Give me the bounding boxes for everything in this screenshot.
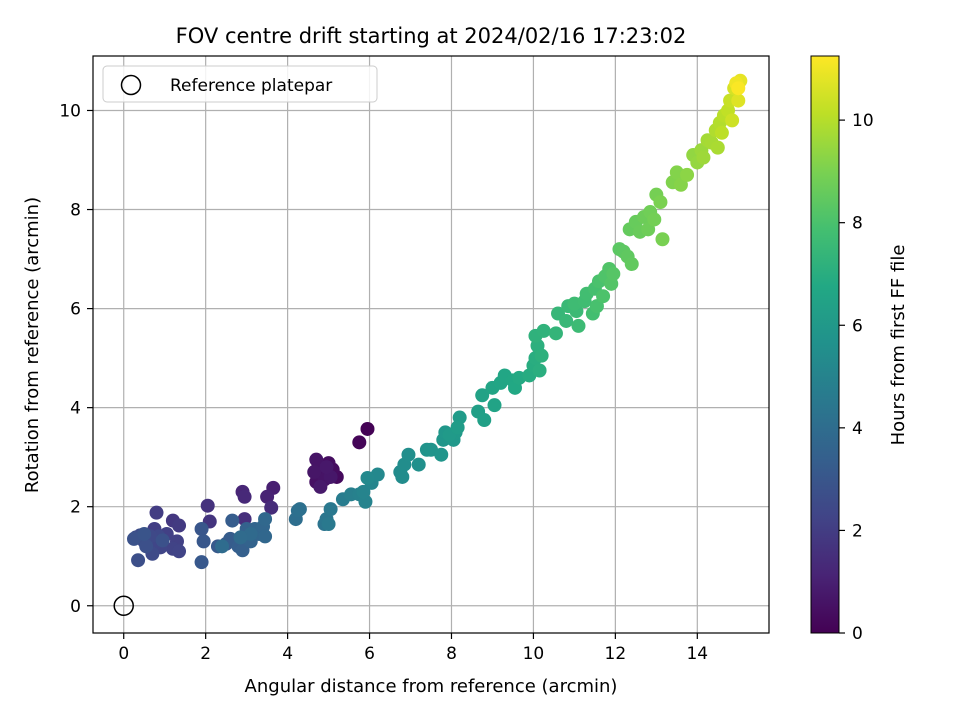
data-point: [155, 533, 170, 548]
data-point: [647, 212, 662, 227]
plot-frame: [92, 55, 770, 634]
data-point: [258, 512, 273, 527]
x-tick-label: 0: [118, 644, 129, 664]
legend-marker: [120, 74, 142, 96]
colorbar-tick-label: 6: [852, 316, 863, 336]
data-point: [233, 530, 248, 545]
data-point: [395, 469, 410, 484]
data-point: [475, 388, 490, 403]
data-point: [235, 543, 250, 558]
data-point: [571, 318, 586, 333]
scatter-points: [126, 73, 748, 570]
data-point: [139, 539, 154, 554]
data-point: [194, 521, 209, 536]
data-point: [450, 420, 465, 435]
data-point: [258, 529, 273, 544]
data-point: [313, 479, 328, 494]
data-point: [655, 232, 670, 247]
colorbar-tick-label: 10: [852, 111, 874, 131]
data-point: [534, 348, 549, 363]
y-axis-ticks: 0 2 4 6 8 10: [59, 101, 93, 617]
data-point: [292, 502, 307, 517]
data-point: [731, 81, 746, 96]
data-point: [401, 447, 416, 462]
data-point: [356, 484, 371, 499]
x-axis-label: Angular distance from reference (arcmin): [245, 676, 618, 697]
data-point: [559, 313, 574, 328]
colorbar-tick-label: 8: [852, 214, 863, 234]
x-axis-ticks: 0 2 4 6 8 10 12 14: [118, 633, 708, 664]
data-point: [200, 498, 215, 513]
legend: Reference platepar: [102, 65, 378, 103]
data-point: [714, 125, 729, 140]
data-point: [264, 500, 279, 515]
data-point: [360, 470, 375, 485]
data-point: [360, 421, 375, 436]
x-tick-label: 14: [686, 644, 708, 664]
x-tick-label: 8: [446, 644, 457, 664]
chart-title: FOV centre drift starting at 2024/02/16 …: [176, 24, 687, 48]
data-point: [225, 513, 240, 528]
colorbar-ticks: 0 2 4 6 8 10: [839, 111, 874, 644]
data-point: [477, 413, 492, 428]
data-point: [624, 257, 639, 272]
x-tick-label: 12: [605, 644, 627, 664]
x-tick-label: 2: [200, 644, 211, 664]
grid-lines: [93, 56, 769, 633]
colorbar-tick-label: 4: [852, 419, 863, 439]
data-point: [710, 140, 725, 155]
data-point: [487, 398, 502, 413]
data-point: [260, 489, 275, 504]
data-point: [411, 457, 426, 472]
y-tick-label: 8: [70, 201, 81, 221]
data-point: [137, 526, 152, 541]
y-tick-label: 0: [70, 597, 81, 617]
data-point: [352, 435, 367, 450]
data-point: [680, 167, 695, 182]
data-point: [725, 113, 740, 128]
data-point: [548, 326, 563, 341]
data-point: [323, 502, 338, 517]
x-tick-label: 4: [282, 644, 293, 664]
data-point: [606, 266, 621, 281]
data-point: [172, 518, 187, 533]
x-tick-label: 10: [523, 644, 545, 664]
data-point: [321, 517, 336, 532]
data-point: [536, 323, 551, 338]
y-tick-label: 2: [70, 498, 81, 518]
data-point: [149, 505, 164, 520]
data-point: [434, 447, 449, 462]
data-point: [596, 289, 611, 304]
data-point: [172, 544, 187, 559]
data-point: [532, 363, 547, 378]
data-point: [731, 93, 746, 108]
data-point: [696, 150, 711, 165]
legend-entry: Reference platepar: [170, 76, 332, 96]
colorbar-tick-label: 0: [852, 624, 863, 644]
legend-box: [102, 65, 378, 103]
colorbar-gradient: [810, 55, 840, 634]
data-point: [194, 555, 209, 570]
y-axis-label: Rotation from reference (arcmin): [22, 197, 43, 493]
data-point: [196, 534, 211, 549]
y-tick-label: 10: [59, 101, 81, 121]
y-tick-label: 4: [70, 399, 81, 419]
data-point: [653, 195, 668, 210]
colorbar-tick-label: 2: [852, 521, 863, 541]
data-point: [307, 465, 322, 480]
data-point: [131, 553, 146, 568]
data-point: [215, 539, 230, 554]
y-tick-label: 6: [70, 300, 81, 320]
reference-platepar-marker: [113, 595, 134, 617]
data-point: [319, 460, 334, 475]
colorbar: 0 2 4 6 8 10 Hours from first FF file: [810, 55, 909, 644]
data-point: [237, 489, 252, 504]
x-tick-label: 6: [364, 644, 375, 664]
data-point: [309, 452, 324, 467]
colorbar-label: Hours from first FF file: [888, 245, 909, 446]
